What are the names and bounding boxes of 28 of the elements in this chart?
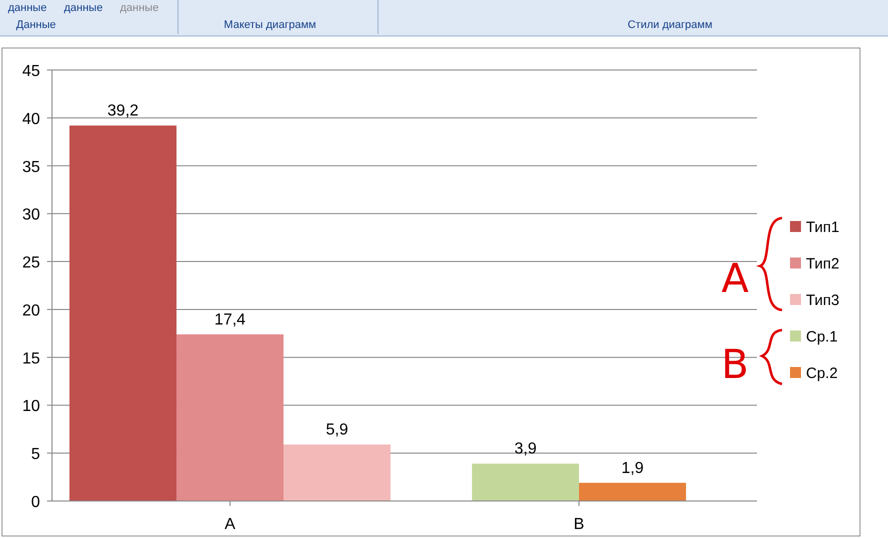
y-tick-label: 15 — [22, 350, 40, 368]
y-tick-label: 0 — [31, 494, 40, 511]
text: Стили диаграмм — [628, 19, 712, 31]
annotation: A — [721, 256, 750, 302]
legend-label: Тип1 — [806, 219, 840, 236]
legend-label: Ср.1 — [806, 328, 838, 346]
legend-label: Тип2 — [806, 256, 840, 272]
data-label: 17,4 — [214, 311, 246, 328]
y-tick-label: 30 — [22, 206, 40, 224]
data-label: 1,9 — [621, 460, 644, 477]
y-tick-label: 40 — [22, 110, 40, 128]
y-tick-label: 45 — [22, 63, 40, 80]
text: данные — [120, 2, 159, 14]
data-label: 39,2 — [107, 102, 139, 120]
y-tick-label: 25 — [22, 254, 40, 272]
text: Макеты диаграмм — [224, 19, 316, 31]
y-tick-label: 10 — [22, 398, 40, 416]
legend-label: Тип3 — [806, 292, 840, 309]
data-label: 3,9 — [514, 440, 537, 458]
text: данные — [8, 2, 47, 14]
y-tick-label: 5 — [31, 446, 40, 464]
y-tick-label: 20 — [22, 302, 40, 320]
y-tick-label: 35 — [22, 158, 40, 176]
data-label: 5,9 — [326, 421, 348, 438]
text: Данные — [16, 19, 56, 31]
annotation: B — [721, 342, 749, 388]
legend-label: Ср.2 — [806, 365, 838, 382]
text: данные — [64, 2, 103, 14]
